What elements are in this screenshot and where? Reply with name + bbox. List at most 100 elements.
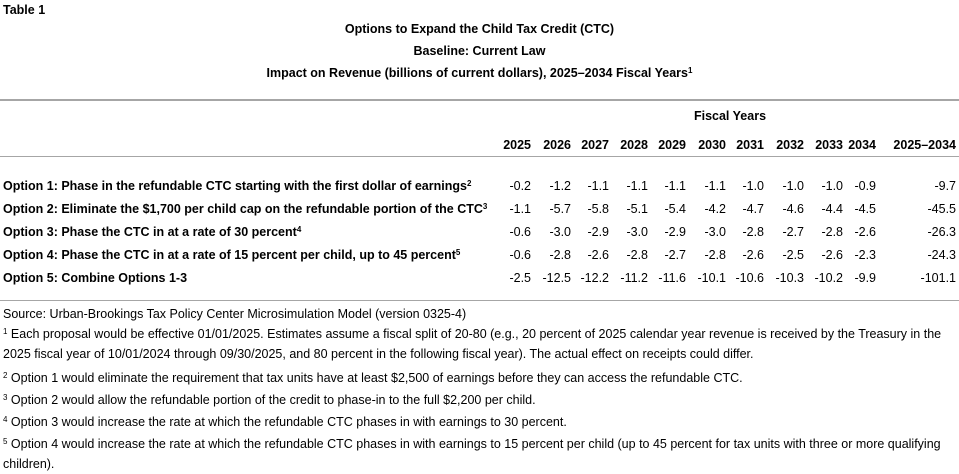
value-cell: -10.6 xyxy=(735,271,765,285)
row-label: Option 3: Phase the CTC in at a rate of … xyxy=(3,225,301,239)
value-cell: -0.6 xyxy=(509,248,531,262)
table-row: Option 2: Eliminate the $1,700 per child… xyxy=(0,202,959,222)
value-cell: -4.7 xyxy=(742,202,764,216)
total-cell: -45.5 xyxy=(927,202,957,216)
divider-bottom xyxy=(0,300,959,301)
total-cell: -24.3 xyxy=(927,248,957,262)
value-cell: -2.6 xyxy=(587,248,609,262)
footnote: 5 Option 4 would increase the rate at wh… xyxy=(3,434,953,474)
column-header: 2028 xyxy=(620,138,648,152)
column-header-row: 2025 2026 2027 2028 2029 2030 2031 2032 2033 2034… xyxy=(0,138,959,158)
table-label: Table 1 xyxy=(3,3,46,17)
value-cell: -11.6 xyxy=(658,271,686,285)
value-cell: -2.9 xyxy=(587,225,609,239)
value-cell: -4.2 xyxy=(704,202,726,216)
value-cell: -2.7 xyxy=(664,248,686,262)
row-label-text: Option 4: Phase the CTC in at a rate of … xyxy=(3,248,456,262)
value-cell: -10.1 xyxy=(697,271,727,285)
source-note: Source: Urban-Brookings Tax Policy Cente… xyxy=(3,307,467,321)
column-header: 2033 xyxy=(815,138,843,152)
table-row: Option 3: Phase the CTC in at a rate of … xyxy=(0,225,959,245)
table-subtitle-2: Impact on Revenue (billions of current d… xyxy=(0,66,959,80)
value-cell: -4.4 xyxy=(821,202,843,216)
footnote-number: 2 xyxy=(3,371,8,380)
value-cell: -2.3 xyxy=(854,248,876,262)
row-label-text: Option 3: Phase the CTC in at a rate of … xyxy=(3,225,297,239)
table-row: Option 4: Phase the CTC in at a rate of … xyxy=(0,248,959,268)
footnote-text: Option 1 would eliminate the requirement… xyxy=(7,371,743,385)
value-cell: -2.8 xyxy=(821,225,843,239)
row-label-text: Option 5: Combine Options 1-3 xyxy=(3,271,188,285)
row-label: Option 2: Eliminate the $1,700 per child… xyxy=(3,202,487,216)
value-cell: -1.1 xyxy=(509,202,531,216)
value-cell: -10.2 xyxy=(814,271,844,285)
value-cell: -4.5 xyxy=(854,202,876,216)
column-header-total: 2025–2034 xyxy=(893,138,956,152)
footnote-number: 4 xyxy=(3,415,8,424)
value-cell: -1.0 xyxy=(782,179,804,193)
value-cell: -2.5 xyxy=(782,248,804,262)
column-header: 2030 xyxy=(698,138,726,152)
footnote-text: Option 2 would allow the refundable port… xyxy=(7,393,536,407)
value-cell: -2.5 xyxy=(509,271,531,285)
value-cell: -1.2 xyxy=(549,179,571,193)
value-cell: -3.0 xyxy=(626,225,648,239)
value-cell: -2.8 xyxy=(742,225,764,239)
column-header: 2027 xyxy=(581,138,609,152)
column-header: 2026 xyxy=(543,138,571,152)
value-cell: -12.2 xyxy=(580,271,610,285)
value-cell: -2.6 xyxy=(742,248,764,262)
table-subtitle: Baseline: Current Law xyxy=(413,44,546,58)
value-cell: -12.5 xyxy=(542,271,572,285)
value-cell: -2.9 xyxy=(664,225,686,239)
divider-top xyxy=(0,99,959,101)
footnote-ref: 1 xyxy=(688,66,693,75)
value-cell: -1.1 xyxy=(587,179,609,193)
column-header: 2025 xyxy=(503,138,531,152)
value-cell: -2.8 xyxy=(704,248,726,262)
value-cell: -2.6 xyxy=(821,248,843,262)
value-cell: -3.0 xyxy=(704,225,726,239)
footnote-ref: 2 xyxy=(466,179,472,188)
divider-header xyxy=(0,156,959,157)
value-cell: -10.3 xyxy=(775,271,805,285)
value-cell: -2.8 xyxy=(549,248,571,262)
footnote: 2 Option 1 would eliminate the requireme… xyxy=(3,368,953,388)
value-cell: -1.1 xyxy=(704,179,726,193)
table-title: Options to Expand the Child Tax Credit (… xyxy=(344,22,615,36)
value-cell: -11.2 xyxy=(620,271,648,285)
footnote-number: 3 xyxy=(3,393,8,402)
column-header: 2032 xyxy=(776,138,804,152)
value-cell: -0.6 xyxy=(509,225,531,239)
footnote: 3 Option 2 would allow the refundable po… xyxy=(3,390,953,410)
value-cell: -2.8 xyxy=(626,248,648,262)
total-cell: -26.3 xyxy=(927,225,957,239)
footnote-number: 5 xyxy=(3,437,8,446)
value-cell: -1.1 xyxy=(626,179,648,193)
column-header: 2031 xyxy=(736,138,764,152)
value-cell: -1.0 xyxy=(821,179,843,193)
value-cell: -1.1 xyxy=(664,179,686,193)
total-cell: -9.7 xyxy=(934,179,956,193)
value-cell: -5.1 xyxy=(626,202,648,216)
value-cell: -5.8 xyxy=(587,202,609,216)
footnote: 1 Each proposal would be effective 01/01… xyxy=(3,324,953,364)
value-cell: -3.0 xyxy=(549,225,571,239)
fiscal-years-header: Fiscal Years xyxy=(693,109,767,123)
footnote-ref: 4 xyxy=(296,225,302,234)
row-label: Option 1: Phase in the refundable CTC st… xyxy=(3,179,471,193)
row-label: Option 4: Phase the CTC in at a rate of … xyxy=(3,248,460,262)
value-cell: -9.9 xyxy=(854,271,876,285)
value-cell: -0.9 xyxy=(854,179,876,193)
value-cell: -5.4 xyxy=(664,202,686,216)
footnote: 4 Option 3 would increase the rate at wh… xyxy=(3,412,953,432)
subtitle-text: Impact on Revenue (billions of current d… xyxy=(266,66,688,80)
table-row: Option 1: Phase in the refundable CTC st… xyxy=(0,179,959,199)
value-cell: -5.7 xyxy=(549,202,571,216)
value-cell: -4.6 xyxy=(782,202,804,216)
row-label-text: Option 2: Eliminate the $1,700 per child… xyxy=(3,202,483,216)
value-cell: -1.0 xyxy=(742,179,764,193)
row-label: Option 5: Combine Options 1-3 xyxy=(3,271,187,285)
footnote-number: 1 xyxy=(3,327,8,336)
value-cell: -2.6 xyxy=(854,225,876,239)
